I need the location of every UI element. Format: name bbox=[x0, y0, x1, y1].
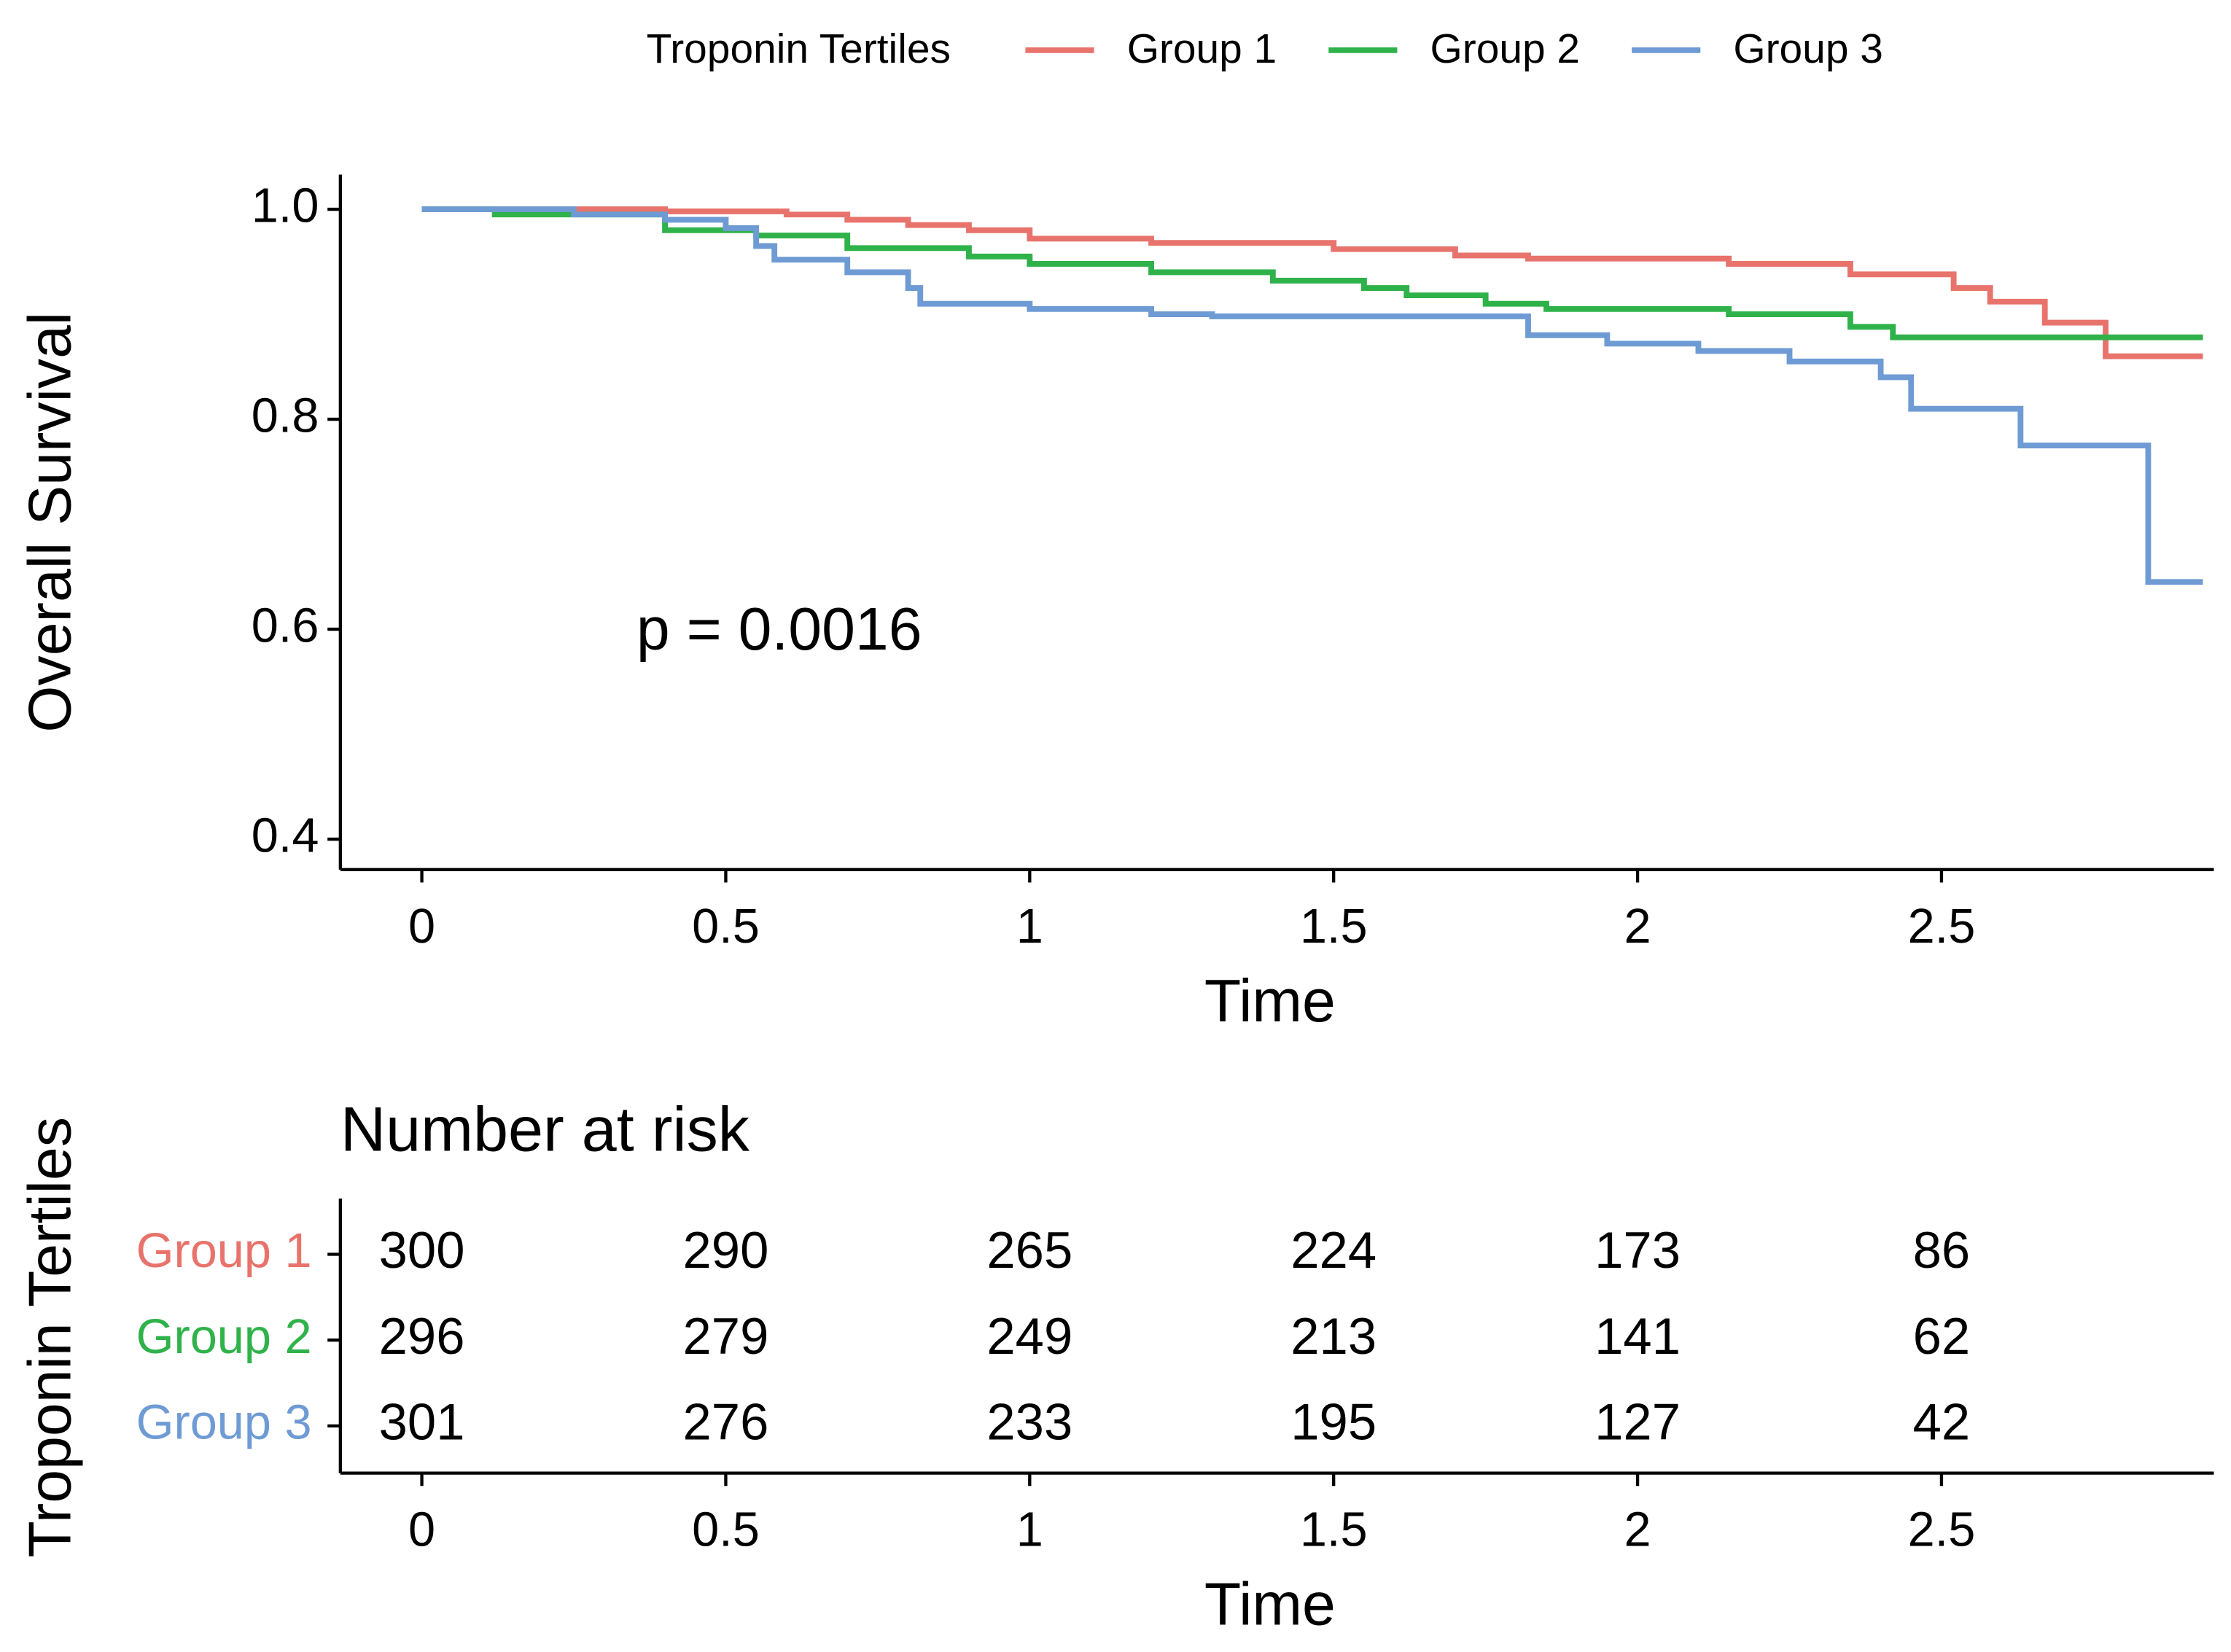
risk-count: 276 bbox=[683, 1393, 769, 1451]
x-tick-label: 2 bbox=[1624, 900, 1651, 954]
risk-count: 62 bbox=[1913, 1307, 1971, 1365]
risk-count: 127 bbox=[1595, 1393, 1681, 1451]
legend-label: Group 3 bbox=[1733, 26, 1883, 72]
risk-count: 290 bbox=[683, 1221, 769, 1279]
x-tick-label: 2.5 bbox=[1908, 900, 1976, 954]
y-tick-label: 1.0 bbox=[252, 179, 319, 233]
x-tick-label: 0.5 bbox=[692, 900, 760, 954]
row-label: Group 3 bbox=[136, 1395, 312, 1449]
x-axis-label: Time bbox=[1204, 967, 1336, 1035]
y-axis-label: Overall Survival bbox=[16, 312, 83, 733]
x-tick-label: 1 bbox=[1016, 900, 1043, 954]
survival-curve bbox=[421, 206, 2203, 585]
p-value: p = 0.0016 bbox=[636, 596, 922, 663]
table-x-axis-label: Time bbox=[1204, 1571, 1336, 1638]
risk-count: 279 bbox=[683, 1307, 769, 1365]
x-tick-label: 0 bbox=[408, 1503, 435, 1557]
legend-label: Group 1 bbox=[1127, 26, 1277, 72]
risk-count: 224 bbox=[1290, 1221, 1377, 1279]
x-tick-label: 0 bbox=[408, 900, 435, 954]
legend-title: Troponin Tertiles bbox=[647, 26, 951, 72]
y-tick-label: 0.8 bbox=[252, 389, 319, 443]
x-tick-label: 1 bbox=[1016, 1503, 1043, 1557]
row-label: Group 2 bbox=[136, 1310, 312, 1364]
table-title: Number at risk bbox=[340, 1095, 750, 1165]
x-tick-label: 2.5 bbox=[1908, 1503, 1976, 1557]
y-tick-label: 0.4 bbox=[252, 809, 319, 863]
risk-count: 296 bbox=[379, 1307, 465, 1365]
risk-count: 141 bbox=[1595, 1307, 1681, 1365]
x-tick-label: 1.5 bbox=[1300, 900, 1368, 954]
risk-count: 233 bbox=[986, 1393, 1072, 1451]
risk-count: 301 bbox=[379, 1393, 465, 1451]
risk-count: 195 bbox=[1290, 1393, 1377, 1451]
risk-count: 86 bbox=[1913, 1221, 1971, 1279]
risk-count: 173 bbox=[1595, 1221, 1681, 1279]
row-label: Group 1 bbox=[136, 1224, 312, 1278]
risk-count: 300 bbox=[379, 1221, 465, 1279]
x-tick-label: 1.5 bbox=[1300, 1503, 1368, 1557]
x-tick-label: 0.5 bbox=[692, 1503, 760, 1557]
risk-count: 42 bbox=[1913, 1393, 1971, 1451]
risk-count: 249 bbox=[986, 1307, 1072, 1365]
x-tick-label: 2 bbox=[1624, 1503, 1651, 1557]
risk-count: 213 bbox=[1290, 1307, 1377, 1365]
y-tick-label: 0.6 bbox=[252, 599, 319, 653]
legend-label: Group 2 bbox=[1430, 26, 1581, 72]
table-y-axis-label: Troponin Tertiles bbox=[16, 1117, 83, 1557]
risk-count: 265 bbox=[986, 1221, 1072, 1279]
survival-curve bbox=[421, 206, 2203, 359]
